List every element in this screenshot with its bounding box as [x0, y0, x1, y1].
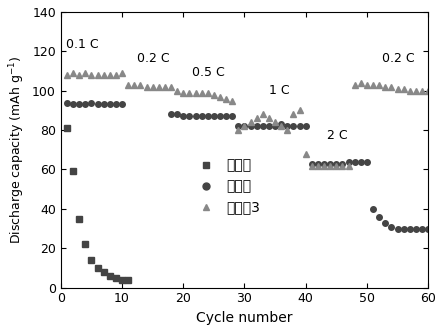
Text: 0.2 C: 0.2 C: [137, 52, 170, 65]
Text: 0.1 C: 0.1 C: [66, 38, 98, 51]
Y-axis label: Discharge capacity (mAh g$^{-1}$): Discharge capacity (mAh g$^{-1}$): [7, 56, 27, 244]
Text: 0.2 C: 0.2 C: [382, 52, 415, 65]
X-axis label: Cycle number: Cycle number: [196, 311, 293, 325]
Text: 1 C: 1 C: [269, 84, 290, 97]
Legend: 参照例, 对照例, 实施例3: 参照例, 对照例, 实施例3: [186, 153, 266, 220]
Text: 2 C: 2 C: [327, 129, 348, 142]
Text: 0.5 C: 0.5 C: [192, 66, 225, 79]
